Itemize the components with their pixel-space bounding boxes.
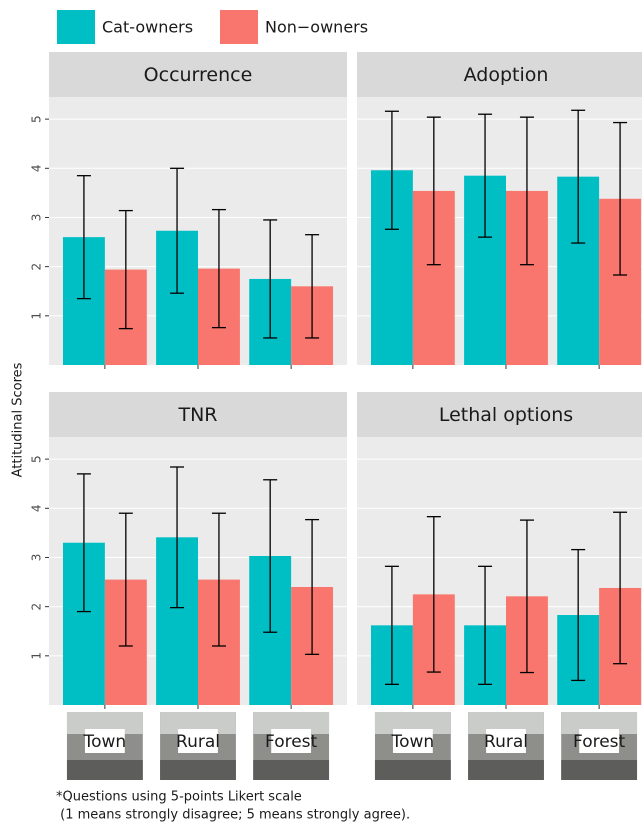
x-tick-label: Forest bbox=[573, 732, 626, 752]
legend-label: Cat-owners bbox=[102, 18, 193, 37]
category-photo-road bbox=[561, 760, 638, 780]
category-photo-sky bbox=[468, 712, 544, 734]
y-tick-label: 4 bbox=[30, 504, 44, 512]
error-bar bbox=[263, 479, 278, 633]
error-bar bbox=[263, 219, 278, 339]
category-photo-road bbox=[66, 760, 143, 780]
error-bar bbox=[613, 511, 628, 665]
footnote: *Questions using 5-points Likert scale bbox=[56, 790, 302, 805]
error-bar bbox=[170, 167, 185, 294]
panel-title: Adoption bbox=[464, 64, 549, 86]
error-bar bbox=[118, 209, 133, 330]
category-photo-road bbox=[374, 760, 451, 780]
category-photo-sky bbox=[253, 712, 330, 734]
panel-title: Occurrence bbox=[144, 64, 253, 86]
x-tick-label: Town bbox=[83, 732, 127, 752]
x-tick-label: Town bbox=[391, 732, 435, 752]
legend-swatch bbox=[57, 10, 95, 44]
y-tick-label: 2 bbox=[30, 263, 44, 271]
footnote: (1 means strongly disagree; 5 means stro… bbox=[56, 808, 410, 823]
y-tick-label: 5 bbox=[30, 115, 44, 123]
error-bar bbox=[519, 519, 534, 674]
category-label-box bbox=[178, 729, 218, 753]
strip bbox=[49, 392, 347, 437]
error-bar bbox=[170, 466, 185, 609]
error-bar bbox=[426, 116, 441, 266]
error-bar bbox=[76, 473, 91, 613]
strip bbox=[357, 392, 642, 437]
x-tick-label: Rural bbox=[176, 732, 220, 752]
y-axis-label: Attitudinal Scores bbox=[11, 362, 26, 477]
y-tick-label: 1 bbox=[30, 312, 44, 320]
category-photo-sky bbox=[66, 712, 143, 734]
strip bbox=[357, 52, 642, 97]
category-label-box bbox=[271, 729, 312, 753]
error-bar bbox=[613, 121, 628, 276]
legend-swatch bbox=[220, 10, 258, 44]
y-tick-label: 5 bbox=[30, 455, 44, 463]
error-bar bbox=[478, 113, 493, 238]
x-tick-label: Rural bbox=[484, 732, 528, 752]
error-bar bbox=[384, 565, 399, 685]
error-bar bbox=[211, 512, 226, 647]
error-bar bbox=[426, 516, 441, 673]
y-tick-label: 3 bbox=[30, 214, 44, 222]
category-photo-sky bbox=[160, 712, 236, 734]
error-bar bbox=[305, 518, 320, 656]
category-photo-road bbox=[160, 760, 236, 780]
error-bar bbox=[571, 548, 586, 682]
category-label-box bbox=[84, 729, 125, 753]
error-bar bbox=[571, 109, 586, 244]
y-tick-label: 1 bbox=[30, 652, 44, 660]
category-photo-sky bbox=[374, 712, 451, 734]
category-label-box bbox=[579, 729, 620, 753]
error-bar bbox=[211, 208, 226, 329]
panel-title: Lethal options bbox=[439, 404, 573, 426]
y-tick-label: 3 bbox=[30, 554, 44, 562]
category-photo-road bbox=[253, 760, 330, 780]
error-bar bbox=[305, 234, 320, 339]
category-label-box bbox=[486, 729, 526, 753]
error-bar bbox=[118, 512, 133, 647]
x-tick-label: Forest bbox=[265, 732, 318, 752]
y-tick-label: 2 bbox=[30, 603, 44, 611]
error-bar bbox=[384, 110, 399, 230]
error-bar bbox=[478, 565, 493, 685]
legend-label: Non−owners bbox=[265, 18, 368, 37]
error-bar bbox=[519, 116, 534, 266]
panel-title: TNR bbox=[177, 404, 217, 426]
category-photo-road bbox=[468, 760, 544, 780]
error-bar bbox=[76, 175, 91, 300]
strip bbox=[49, 52, 347, 97]
category-label-box bbox=[392, 729, 433, 753]
category-photo-sky bbox=[561, 712, 638, 734]
y-tick-label: 4 bbox=[30, 164, 44, 172]
